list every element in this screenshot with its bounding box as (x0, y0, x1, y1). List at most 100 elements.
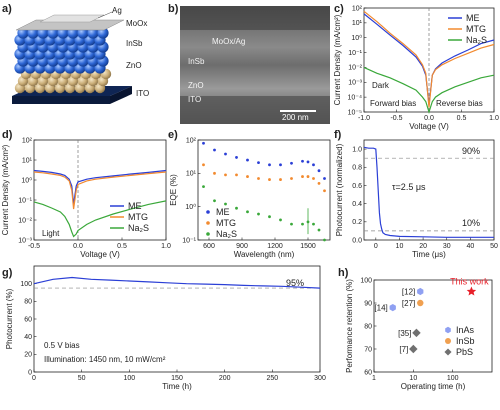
x-tick-label: 0.5 (457, 115, 467, 122)
y-tick-label: 10¹ (186, 171, 197, 178)
data-point-ME (246, 158, 249, 162)
data-point-Na₂S (246, 210, 249, 214)
plot-frame (33, 139, 167, 241)
data-point-Na₂S (257, 212, 260, 216)
y-tick-label: 0 (28, 369, 32, 376)
data-point-MTG (268, 178, 271, 181)
layer-label-zno: ZnO (126, 61, 142, 70)
y-tick-label: 0.2 (352, 219, 362, 226)
point-label: [12] (402, 288, 415, 297)
data-point-MTG (246, 175, 249, 178)
data-point-Na₂S (213, 199, 216, 203)
layer-label-ag: Ag (112, 6, 122, 15)
legend-swatch (445, 326, 451, 334)
y-tick-label: 70 (364, 346, 372, 353)
data-point-ME (323, 177, 326, 180)
y-tick-label: 0.8 (352, 165, 362, 172)
data-point-Na₂S (323, 238, 326, 242)
annotation-bias: 0.5 V bias (44, 341, 80, 350)
annotation-tau: τ=2.5 μs (392, 182, 426, 192)
legend-label: ME (128, 201, 142, 211)
annotation-90-percent: 90% (462, 146, 480, 156)
data-point-ME (317, 169, 321, 173)
data-point-MTG (290, 177, 293, 180)
layer-label-ito: ITO (136, 89, 149, 98)
y-tick-label: 80 (364, 323, 372, 330)
data-point-Na₂S (279, 218, 282, 222)
x-tick-label: 50 (490, 243, 498, 250)
sem-label-moox-ag: MoOx/Ag (212, 37, 245, 46)
y-axis-label: Photocurrent (%) (5, 288, 14, 349)
x-axis-label: Time (μs) (412, 250, 446, 259)
device-schematic: Ag MoOx InSb ZnO ITO (12, 6, 149, 104)
data-point-Na₂S (312, 222, 315, 226)
x-tick-label: 900 (236, 243, 248, 250)
plot-frame (197, 139, 331, 241)
layer-label-insb: InSb (126, 39, 143, 48)
sem-cross-section: MoOx/Ag InSb ZnO ITO 200 nm (180, 6, 330, 124)
data-point-ME (224, 152, 227, 156)
chart-subtitle: Dark (372, 81, 390, 90)
x-axis-label: Wavelength (nm) (234, 250, 295, 259)
y-axis-label: Current Density (mA/cm²) (1, 144, 10, 235)
data-point-MTG (235, 173, 238, 177)
data-point-MTG (224, 173, 227, 177)
legend-label: InAs (456, 325, 475, 335)
plot-frame (373, 279, 493, 373)
panel-label-c: c) (334, 3, 344, 15)
data-point-PbS (409, 344, 418, 354)
data-point-MTG (317, 181, 321, 185)
x-tick-label: 200 (219, 375, 231, 382)
annotation-reverse-bias: Reverse bias (436, 99, 483, 108)
panel-label-b: b) (168, 3, 179, 15)
x-tick-label: 1500 (300, 243, 316, 250)
y-tick-label: 100 (360, 277, 372, 284)
y-axis-label: Performance retention (%) (345, 279, 354, 373)
panel-label-g: g) (2, 267, 13, 279)
y-tick-label: 10⁻³ (18, 237, 32, 244)
x-tick-label: 0.5 (117, 243, 127, 250)
series-line-MTG (363, 10, 495, 108)
data-point-MTG (279, 178, 282, 181)
insb-qd-layer (14, 27, 109, 74)
y-tick-label: 10⁻¹ (348, 50, 362, 57)
data-point-ME (306, 160, 310, 164)
data-point-Na₂S (290, 222, 293, 226)
data-point-ME (213, 148, 216, 152)
legend-label: ME (216, 207, 230, 217)
data-point-ME (257, 161, 260, 164)
chart-transient-photocurrent: 0 10 20 30 40 50 0.0 0.2 0.4 0.6 0.8 1.0 Time (μs) Ph… (335, 139, 498, 259)
annotation-95-percent: 95% (286, 278, 304, 288)
y-axis-label: EQE (%) (169, 174, 178, 206)
sem-label-ito: ITO (188, 95, 201, 104)
x-tick-label: 150 (171, 375, 183, 382)
data-point-Na₂S (224, 202, 227, 206)
moox-layer (15, 19, 125, 31)
x-tick-label: 1 (372, 375, 376, 382)
x-tick-label: 50 (78, 375, 86, 382)
x-tick-label: -0.5 (390, 115, 402, 122)
y-tick-label: 90 (364, 300, 372, 307)
data-point-ME (312, 163, 315, 167)
data-point-this-work (466, 286, 477, 296)
legend-swatch (206, 232, 210, 236)
panel-label-a: a) (2, 3, 12, 15)
legend-swatch (445, 338, 451, 344)
x-tick-label: 0 (32, 375, 36, 382)
sem-scale-label: 200 nm (282, 113, 309, 122)
ag-electrode (39, 14, 105, 23)
x-axis-label: Operating time (h) (401, 382, 466, 391)
x-tick-label: 40 (466, 243, 474, 250)
x-tick-label: 0.0 (73, 243, 83, 250)
panel-label-d: d) (2, 129, 13, 141)
y-tick-label: 10⁻⁵ (348, 109, 362, 116)
x-tick-label: -0.5 (28, 243, 40, 250)
substrate-side (110, 86, 132, 104)
legend-swatch (206, 221, 210, 225)
data-point-Na₂S (268, 215, 271, 219)
x-tick-label: 250 (266, 375, 278, 382)
point-label-this-work: This work (450, 277, 489, 287)
y-tick-label: 10⁻⁴ (348, 94, 363, 101)
